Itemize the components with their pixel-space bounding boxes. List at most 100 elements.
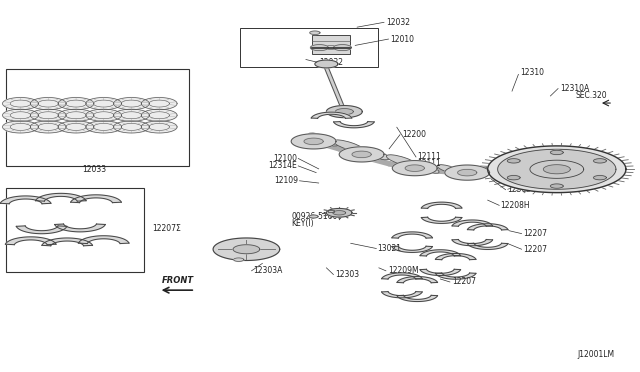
Text: 13021: 13021: [378, 244, 402, 253]
Polygon shape: [310, 45, 328, 51]
Polygon shape: [397, 295, 438, 302]
Polygon shape: [113, 109, 149, 121]
Polygon shape: [213, 238, 280, 260]
Polygon shape: [86, 121, 122, 133]
Polygon shape: [420, 269, 461, 276]
Polygon shape: [508, 159, 520, 163]
Text: 12303A: 12303A: [253, 266, 283, 275]
Text: 12207: 12207: [524, 229, 548, 238]
Polygon shape: [70, 195, 122, 203]
Text: 12111: 12111: [417, 153, 441, 161]
Polygon shape: [5, 237, 56, 245]
Polygon shape: [530, 160, 584, 178]
Polygon shape: [467, 224, 508, 230]
Polygon shape: [333, 122, 374, 128]
Polygon shape: [54, 224, 106, 232]
Polygon shape: [392, 246, 433, 253]
Ellipse shape: [333, 140, 364, 152]
Polygon shape: [339, 147, 384, 162]
Polygon shape: [550, 150, 563, 155]
Polygon shape: [543, 165, 570, 174]
Polygon shape: [304, 138, 323, 145]
Text: 12208H: 12208H: [500, 201, 530, 210]
Polygon shape: [141, 97, 177, 110]
Polygon shape: [58, 109, 94, 121]
Text: 12303: 12303: [335, 270, 360, 279]
Text: KEY(I): KEY(I): [291, 219, 314, 228]
Text: 12100: 12100: [273, 154, 297, 163]
Text: 12032: 12032: [386, 18, 410, 27]
Text: 12314E: 12314E: [268, 161, 297, 170]
Polygon shape: [233, 245, 260, 254]
Bar: [6, 69, 189, 166]
Polygon shape: [508, 176, 520, 180]
Text: 12303F: 12303F: [507, 185, 536, 194]
Polygon shape: [421, 202, 462, 208]
Text: SEC.320: SEC.320: [576, 92, 607, 100]
Polygon shape: [421, 217, 462, 224]
Text: 12207Σ: 12207Σ: [152, 224, 181, 233]
Text: 12111: 12111: [417, 159, 441, 168]
Text: J12001LM: J12001LM: [577, 350, 614, 359]
Polygon shape: [58, 121, 94, 133]
Polygon shape: [86, 97, 122, 110]
Text: 12207: 12207: [452, 278, 476, 286]
Bar: [6, 188, 144, 272]
Ellipse shape: [437, 165, 465, 175]
Polygon shape: [445, 165, 490, 180]
Polygon shape: [435, 253, 476, 260]
Polygon shape: [234, 258, 244, 262]
Polygon shape: [452, 220, 493, 226]
Polygon shape: [35, 193, 86, 201]
Text: 12209M: 12209M: [388, 266, 419, 275]
Polygon shape: [326, 106, 362, 118]
Polygon shape: [3, 109, 38, 121]
Polygon shape: [58, 97, 94, 110]
Polygon shape: [452, 240, 493, 246]
Polygon shape: [309, 215, 318, 218]
Polygon shape: [42, 238, 93, 246]
Polygon shape: [593, 176, 606, 180]
Text: 12310: 12310: [520, 68, 544, 77]
Bar: [328, 210, 334, 212]
Text: 12310A: 12310A: [560, 84, 589, 93]
Text: 00926-51600: 00926-51600: [291, 212, 342, 221]
Polygon shape: [335, 109, 353, 115]
Polygon shape: [291, 134, 336, 149]
Polygon shape: [435, 273, 476, 279]
Polygon shape: [405, 165, 424, 171]
Ellipse shape: [360, 147, 389, 160]
Polygon shape: [315, 60, 338, 68]
Text: 12032: 12032: [319, 58, 343, 67]
Text: FRONT: FRONT: [162, 276, 194, 285]
Polygon shape: [333, 45, 351, 51]
Polygon shape: [326, 208, 352, 217]
Polygon shape: [488, 146, 626, 193]
Text: 12207: 12207: [524, 245, 548, 254]
Polygon shape: [86, 109, 122, 121]
Polygon shape: [30, 109, 66, 121]
Polygon shape: [311, 112, 352, 118]
Polygon shape: [141, 121, 177, 133]
Polygon shape: [352, 151, 371, 158]
Polygon shape: [381, 292, 422, 298]
Polygon shape: [458, 169, 477, 176]
Bar: [240, 28, 378, 67]
Text: 12109: 12109: [275, 176, 298, 185]
Polygon shape: [392, 232, 433, 238]
Polygon shape: [467, 243, 508, 250]
Polygon shape: [498, 149, 616, 189]
Polygon shape: [78, 236, 129, 244]
Text: 12010: 12010: [390, 35, 415, 44]
Polygon shape: [392, 161, 437, 176]
Polygon shape: [381, 273, 422, 279]
Polygon shape: [310, 31, 320, 35]
Polygon shape: [3, 97, 38, 110]
Polygon shape: [0, 196, 51, 204]
Polygon shape: [397, 276, 438, 283]
Polygon shape: [420, 250, 461, 256]
Text: 12200: 12200: [402, 130, 426, 139]
Ellipse shape: [308, 133, 338, 146]
Polygon shape: [550, 184, 563, 188]
Polygon shape: [141, 109, 177, 121]
